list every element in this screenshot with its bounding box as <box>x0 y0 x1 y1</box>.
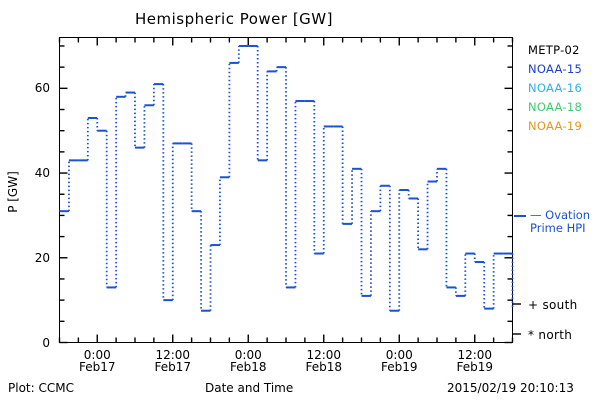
x-tick-date: Feb18 <box>229 360 267 374</box>
y-tick-label: 0 <box>42 335 50 350</box>
x-tick-date: Feb17 <box>154 360 191 374</box>
legend-ovation-label: — Ovation Prime HPI <box>530 209 590 235</box>
page-title: Hemispheric Power [GW] <box>135 10 333 28</box>
x-tick-time: 0:00 <box>83 348 111 362</box>
legend-item-metp-02: METP-02 <box>528 43 580 57</box>
x-tick-date: Feb19 <box>456 360 493 374</box>
x-tick-date: Feb19 <box>380 360 418 374</box>
y-tick-label: 40 <box>34 166 50 181</box>
data-series-ovation-prime-hpi <box>59 44 514 312</box>
y-axis-title: P [GW] <box>6 171 20 213</box>
legend-marker-ticks <box>513 303 521 335</box>
x-tick-time: 12:00 <box>155 348 191 362</box>
y-axis-ticks <box>59 45 513 344</box>
x-tick-time: 12:00 <box>306 348 342 362</box>
x-tick-time: 0:00 <box>385 348 413 362</box>
x-axis-title: Date and Time <box>205 381 294 395</box>
plot-credit: Plot: CCMC <box>8 381 74 395</box>
x-tick-date: Feb17 <box>78 360 116 374</box>
legend-item-noaa-15: NOAA-15 <box>528 62 583 76</box>
x-tick-label: 12:00 Feb17 <box>138 349 208 373</box>
legend-item-noaa-19: NOAA-19 <box>528 119 583 133</box>
x-tick-time: 0:00 <box>234 348 262 362</box>
x-tick-label: 0:00 Feb17 <box>62 349 132 373</box>
timestamp: 2015/02/19 20:10:13 <box>447 381 574 395</box>
y-tick-label: 20 <box>34 250 50 265</box>
y-tick-label: 60 <box>34 81 50 96</box>
legend-item-noaa-18: NOAA-18 <box>528 100 583 114</box>
x-axis-ticks <box>58 37 514 343</box>
legend-ovation-line2: Prime HPI <box>530 221 586 235</box>
x-tick-label: 12:00 Feb18 <box>289 349 359 373</box>
x-tick-label: 0:00 Feb18 <box>213 349 283 373</box>
legend-item-noaa-16: NOAA-16 <box>528 81 583 95</box>
legend-ovation-line1: — Ovation <box>530 208 591 222</box>
x-tick-label: 0:00 Feb19 <box>364 349 434 373</box>
x-tick-date: Feb18 <box>305 360 342 374</box>
x-tick-label: 12:00 Feb19 <box>440 349 510 373</box>
legend-south-marker: + south <box>528 298 578 312</box>
x-tick-time: 12:00 <box>457 348 493 362</box>
legend-north-marker: * north <box>528 328 573 342</box>
